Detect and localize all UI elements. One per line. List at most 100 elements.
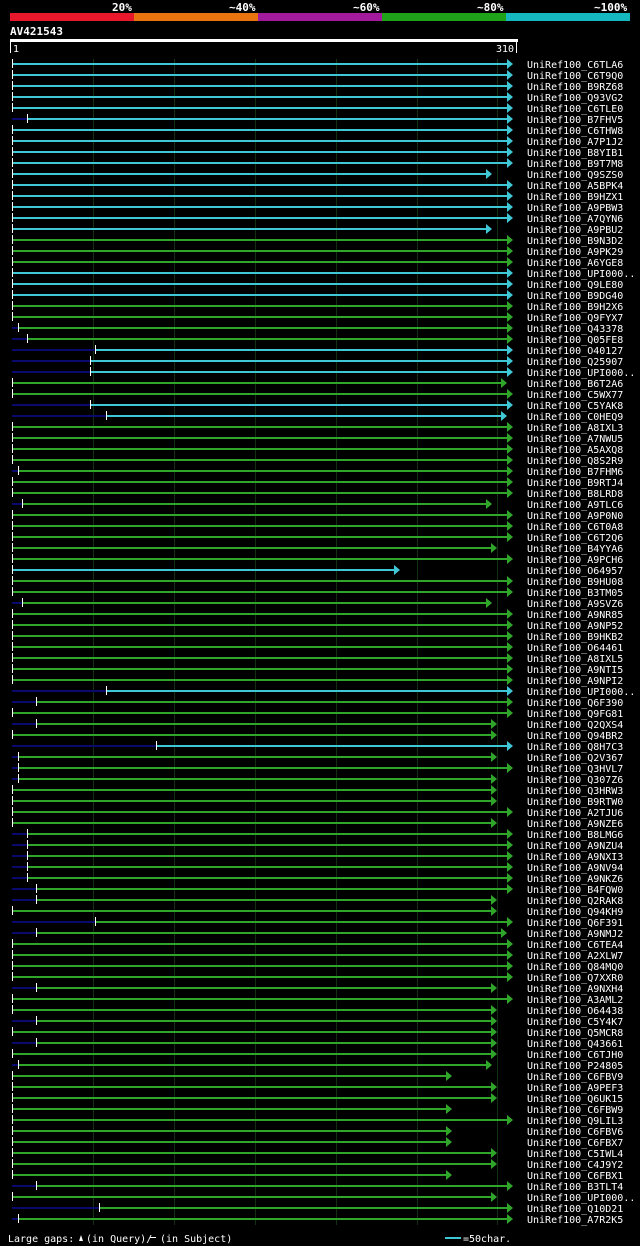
hit-bar[interactable] (13, 250, 509, 252)
hit-bar[interactable] (13, 976, 509, 978)
hit-name[interactable]: UniRef100_UPI000.. (527, 269, 635, 280)
hit-bar[interactable] (13, 316, 509, 318)
hit-row[interactable]: UniRef100_UPI000.. (12, 268, 635, 280)
hit-name[interactable]: UniRef100_C5WX77 (527, 390, 623, 401)
hit-bar[interactable] (13, 448, 509, 450)
hit-name[interactable]: UniRef100_C6TJH0 (527, 1050, 623, 1061)
hit-bar[interactable] (37, 1042, 493, 1044)
hit-bar[interactable] (28, 338, 509, 340)
hit-bar[interactable] (19, 470, 509, 472)
hit-bar[interactable] (19, 327, 509, 329)
hit-name[interactable]: UniRef100_Q9LE80 (527, 280, 623, 291)
hit-name[interactable]: UniRef100_A5AXQ8 (527, 445, 623, 456)
hit-bar[interactable] (13, 1196, 493, 1198)
hit-bar[interactable] (13, 525, 509, 527)
hit-bar[interactable] (13, 1152, 493, 1154)
hit-name[interactable]: UniRef100_Q2RAK8 (527, 896, 623, 907)
hit-bar[interactable] (19, 767, 509, 769)
hit-bar[interactable] (28, 844, 509, 846)
hit-name[interactable]: UniRef100_Q7XXR0 (527, 973, 623, 984)
hit-row[interactable]: UniRef100_Q43661 (12, 1038, 623, 1050)
hit-bar[interactable] (13, 85, 509, 87)
hit-bar[interactable] (13, 734, 493, 736)
hit-name[interactable]: UniRef100_C6FBV6 (527, 1127, 623, 1138)
hit-name[interactable]: UniRef100_Q3HVL7 (527, 764, 623, 775)
hit-bar[interactable] (13, 789, 493, 791)
hit-row[interactable]: UniRef100_B4YYA6 (12, 543, 623, 555)
hit-name[interactable]: UniRef100_B8LRD8 (527, 489, 623, 500)
hit-row[interactable]: UniRef100_Q6UK15 (12, 1093, 623, 1105)
hit-bar[interactable] (13, 943, 509, 945)
hit-bar[interactable] (13, 382, 503, 384)
hit-bar[interactable] (13, 668, 509, 670)
hit-bar[interactable] (13, 800, 493, 802)
hit-bar[interactable] (13, 1141, 448, 1143)
hit-bar[interactable] (13, 426, 509, 428)
hit-name[interactable]: UniRef100_C5IWL4 (527, 1149, 623, 1160)
hit-bar[interactable] (13, 624, 509, 626)
hit-name[interactable]: UniRef100_Q25907 (527, 357, 623, 368)
hit-name[interactable]: UniRef100_B9H2X6 (527, 302, 623, 313)
hit-row[interactable]: UniRef100_A5AXQ8 (12, 444, 623, 456)
hit-name[interactable]: UniRef100_Q6UK15 (527, 1094, 623, 1105)
hit-name[interactable]: UniRef100_C6TEA4 (527, 940, 623, 951)
hit-name[interactable]: UniRef100_B8LMG6 (527, 830, 623, 841)
hit-bar[interactable] (13, 206, 509, 208)
hit-name[interactable]: UniRef100_A7P1J2 (527, 137, 623, 148)
hit-row[interactable]: UniRef100_C5Y4K7 (12, 1016, 623, 1028)
hit-bar[interactable] (37, 987, 493, 989)
hit-name[interactable]: UniRef100_C5YAK8 (527, 401, 623, 412)
hit-bar[interactable] (19, 778, 493, 780)
hit-bar[interactable] (13, 294, 509, 296)
hit-bar[interactable] (13, 261, 509, 263)
hit-row[interactable]: UniRef100_Q307Z6 (12, 774, 623, 786)
hit-row[interactable]: UniRef100_A9NXH4 (12, 983, 623, 995)
hit-row[interactable]: UniRef100_Q9LE80 (12, 279, 623, 291)
hit-name[interactable]: UniRef100_UPI000.. (527, 1193, 635, 1204)
hit-name[interactable]: UniRef100_O64957 (527, 566, 623, 577)
hit-name[interactable]: UniRef100_A9TLC6 (527, 500, 623, 511)
hit-bar[interactable] (37, 1020, 493, 1022)
hit-name[interactable]: UniRef100_C6T0A8 (527, 522, 623, 533)
hit-row[interactable]: UniRef100_B7FHV5 (12, 114, 623, 126)
hit-name[interactable]: UniRef100_B3TM05 (527, 588, 623, 599)
hit-row[interactable]: UniRef100_B9HU08 (12, 576, 623, 588)
hit-row[interactable]: UniRef100_Q5MCR8 (12, 1027, 623, 1039)
hit-row[interactable]: UniRef100_O64957 (12, 565, 623, 577)
hit-bar[interactable] (13, 613, 509, 615)
hit-row[interactable]: UniRef100_A9SVZ6 (12, 598, 623, 610)
hit-row[interactable]: UniRef100_A9NKZ6 (12, 873, 623, 885)
hit-name[interactable]: UniRef100_Q93VG2 (527, 93, 623, 104)
hit-bar[interactable] (28, 866, 509, 868)
hit-row[interactable]: UniRef100_A2TJU6 (12, 807, 623, 819)
hit-row[interactable]: UniRef100_A9NP52 (12, 620, 623, 632)
hit-row[interactable]: UniRef100_A9PEF3 (12, 1082, 623, 1094)
hit-row[interactable]: UniRef100_C5YAK8 (12, 400, 623, 412)
hit-bar[interactable] (100, 1207, 509, 1209)
hit-bar[interactable] (107, 690, 509, 692)
hit-row[interactable]: UniRef100_C5WX77 (12, 389, 623, 401)
hit-bar[interactable] (13, 1119, 509, 1121)
hit-name[interactable]: UniRef100_C6FBX7 (527, 1138, 623, 1149)
hit-name[interactable]: UniRef100_B9DG40 (527, 291, 623, 302)
hit-bar[interactable] (13, 305, 509, 307)
hit-bar[interactable] (23, 503, 488, 505)
hit-name[interactable]: UniRef100_B4YYA6 (527, 544, 623, 555)
hit-name[interactable]: UniRef100_B9HKB2 (527, 632, 623, 643)
hit-name[interactable]: UniRef100_B6T2A6 (527, 379, 623, 390)
hit-row[interactable]: UniRef100_B3TM05 (12, 587, 623, 599)
hit-name[interactable]: UniRef100_C6FBV9 (527, 1072, 623, 1083)
hit-row[interactable]: UniRef100_Q8H7C3 (12, 741, 623, 753)
hit-bar[interactable] (13, 569, 396, 571)
hit-name[interactable]: UniRef100_C6FBX1 (527, 1171, 623, 1182)
hit-name[interactable]: UniRef100_A2XLW7 (527, 951, 623, 962)
hit-bar[interactable] (13, 547, 493, 549)
hit-row[interactable]: UniRef100_B9HKB2 (12, 631, 623, 643)
hit-row[interactable]: UniRef100_A9PBW3 (12, 202, 623, 214)
hit-row[interactable]: UniRef100_Q6F390 (12, 697, 623, 709)
hit-name[interactable]: UniRef100_A9NZE6 (527, 819, 623, 830)
hit-name[interactable]: UniRef100_Q05FE8 (527, 335, 623, 346)
hit-row[interactable]: UniRef100_C6TEA4 (12, 939, 623, 951)
hit-name[interactable]: UniRef100_C6T9Q0 (527, 71, 623, 82)
hit-bar[interactable] (13, 1130, 448, 1132)
